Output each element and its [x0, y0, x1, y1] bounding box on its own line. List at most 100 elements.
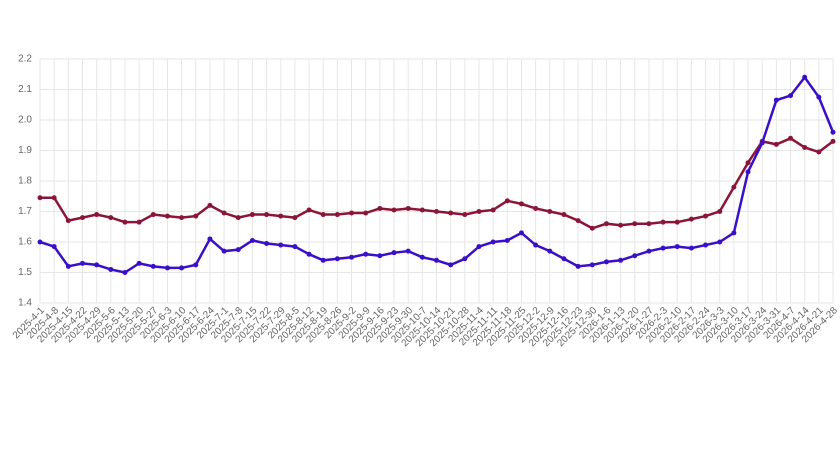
- point: [448, 262, 454, 268]
- point: [377, 253, 383, 259]
- point: [278, 242, 284, 248]
- point: [561, 212, 567, 218]
- point: [618, 222, 624, 228]
- point: [802, 144, 808, 150]
- point: [773, 141, 779, 147]
- y-tick-label: 1.6: [18, 237, 32, 248]
- point: [235, 215, 241, 221]
- y-tick-label: 1.9: [18, 145, 32, 156]
- point: [490, 239, 496, 245]
- point: [731, 230, 737, 236]
- y-tick-label: 2.1: [18, 84, 32, 95]
- point: [717, 239, 723, 245]
- point: [518, 230, 524, 236]
- point: [51, 195, 57, 201]
- point: [249, 237, 255, 243]
- point: [249, 212, 255, 218]
- point: [575, 263, 581, 269]
- point: [632, 253, 638, 259]
- point: [476, 244, 482, 250]
- point: [79, 260, 85, 266]
- point: [363, 251, 369, 257]
- point: [405, 248, 411, 254]
- point: [108, 266, 114, 272]
- point: [179, 215, 185, 221]
- point: [320, 257, 326, 263]
- point: [122, 219, 128, 225]
- point: [632, 221, 638, 227]
- point: [646, 221, 652, 227]
- point: [235, 247, 241, 253]
- point: [575, 218, 581, 224]
- point: [462, 212, 468, 218]
- point: [703, 242, 709, 248]
- point: [717, 209, 723, 214]
- point: [193, 213, 199, 219]
- point: [660, 245, 666, 251]
- point: [264, 212, 270, 218]
- point: [688, 245, 694, 251]
- point: [518, 201, 524, 207]
- point: [788, 93, 794, 99]
- point: [533, 205, 539, 211]
- point: [207, 236, 213, 242]
- point: [306, 251, 312, 257]
- point: [618, 257, 624, 263]
- point: [349, 254, 355, 260]
- point: [391, 207, 397, 213]
- y-tick-label: 1.7: [18, 206, 32, 217]
- point: [65, 218, 71, 224]
- point: [278, 213, 284, 219]
- point: [674, 244, 680, 250]
- point: [51, 244, 57, 250]
- point: [731, 184, 737, 190]
- point: [646, 248, 652, 254]
- point: [108, 215, 114, 221]
- point: [405, 205, 411, 211]
- point: [179, 265, 185, 271]
- point: [79, 215, 85, 221]
- point: [164, 213, 170, 219]
- point: [547, 248, 553, 254]
- point: [802, 74, 808, 80]
- point: [816, 94, 822, 100]
- y-tick-label: 2.0: [18, 115, 32, 126]
- y-tick-label: 1.8: [18, 176, 32, 187]
- point: [264, 241, 270, 247]
- point: [773, 97, 779, 103]
- point: [150, 212, 156, 218]
- point: [306, 207, 312, 213]
- point: [603, 259, 609, 265]
- point: [490, 207, 496, 213]
- point: [363, 210, 369, 216]
- point: [589, 262, 595, 268]
- point: [207, 202, 213, 208]
- point: [476, 209, 482, 214]
- point: [221, 248, 227, 254]
- point: [94, 212, 100, 218]
- point: [688, 216, 694, 222]
- point: [193, 262, 199, 268]
- point: [320, 212, 326, 218]
- point: [391, 250, 397, 256]
- point: [37, 195, 43, 201]
- point: [434, 257, 439, 263]
- point: [830, 138, 836, 144]
- point: [504, 198, 510, 204]
- point: [674, 219, 680, 225]
- point: [434, 209, 439, 214]
- point: [419, 207, 425, 213]
- point: [292, 215, 298, 221]
- point: [334, 212, 340, 218]
- point: [745, 169, 751, 175]
- point: [816, 149, 822, 155]
- point: [745, 160, 751, 166]
- point: [533, 242, 539, 248]
- point: [292, 244, 298, 250]
- point: [788, 135, 794, 141]
- point: [136, 219, 142, 225]
- point: [547, 209, 553, 214]
- point: [150, 263, 156, 269]
- point: [660, 219, 666, 225]
